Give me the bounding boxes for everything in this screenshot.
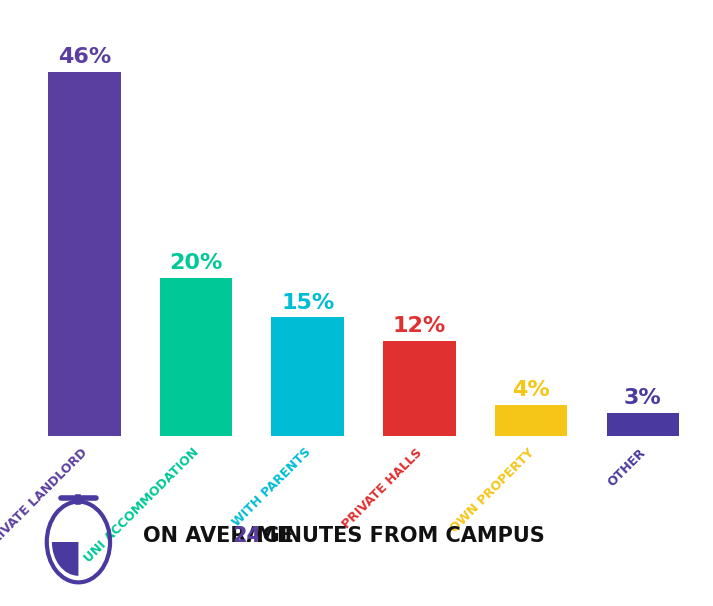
Wedge shape bbox=[52, 542, 78, 576]
Text: PRIVATE HALLS: PRIVATE HALLS bbox=[340, 446, 425, 531]
Text: MINUTES FROM CAMPUS: MINUTES FROM CAMPUS bbox=[250, 526, 545, 547]
Text: 15%: 15% bbox=[281, 293, 334, 313]
Text: 3%: 3% bbox=[624, 388, 662, 408]
Bar bbox=[48, 72, 120, 436]
Text: OTHER: OTHER bbox=[605, 446, 648, 489]
Text: ON AVERAGE: ON AVERAGE bbox=[143, 526, 301, 547]
Bar bbox=[272, 318, 344, 436]
Text: WITH PARENTS: WITH PARENTS bbox=[230, 446, 313, 530]
Bar bbox=[383, 341, 456, 436]
Bar bbox=[607, 413, 679, 436]
Text: UNI ACCOMMODATION: UNI ACCOMMODATION bbox=[82, 446, 202, 565]
Bar bbox=[495, 405, 568, 436]
Text: 20%: 20% bbox=[170, 253, 222, 273]
Text: PRIVATE LANDLORD: PRIVATE LANDLORD bbox=[0, 446, 90, 553]
Text: 12%: 12% bbox=[393, 316, 446, 336]
Bar bbox=[160, 278, 232, 436]
Text: OWN PROPERTY: OWN PROPERTY bbox=[448, 446, 537, 535]
Text: 46%: 46% bbox=[58, 47, 111, 67]
Text: 24: 24 bbox=[232, 526, 262, 547]
Text: 4%: 4% bbox=[513, 380, 550, 400]
